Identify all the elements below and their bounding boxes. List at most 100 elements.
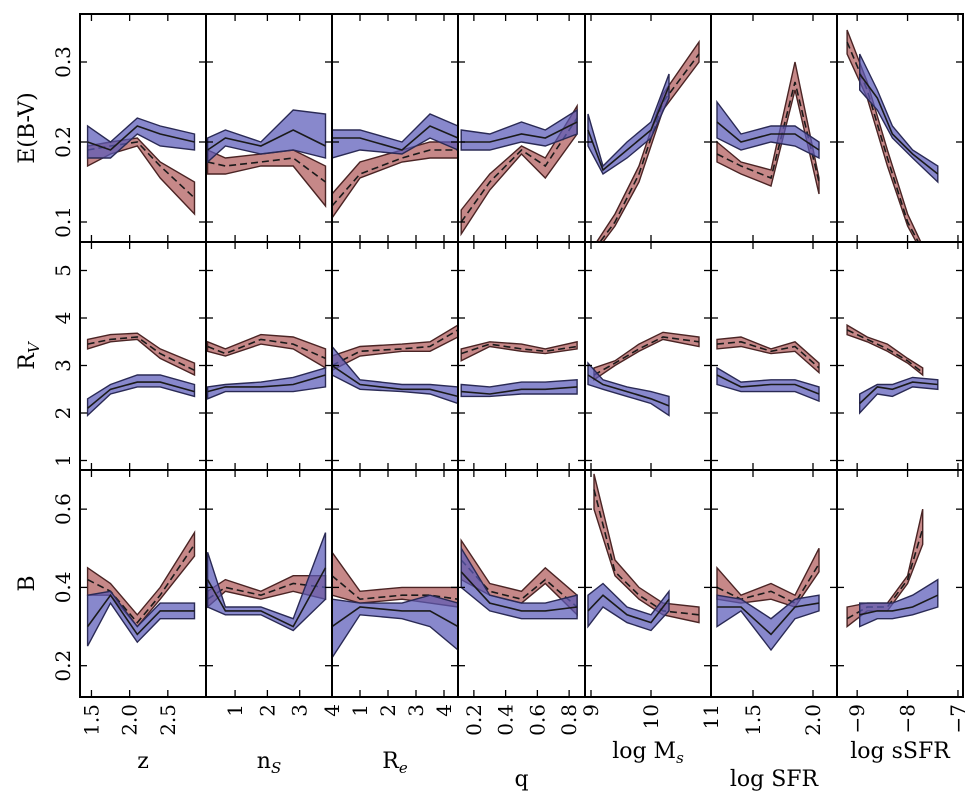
blue-median-line [717, 602, 820, 636]
panel-plot-area [332, 324, 458, 405]
blue-band [859, 376, 939, 415]
blue-band [206, 532, 327, 632]
blue-median-line [587, 594, 670, 624]
blue-median-line [859, 594, 939, 616]
blue-median-line [460, 571, 578, 612]
panel-r2-c3: 0.2 0.4 0.6 0.8 [457, 469, 586, 736]
red-band [716, 61, 820, 195]
blue-median-line [461, 121, 578, 143]
panel-plot-area [846, 29, 939, 242]
y-tick-label: 0.2 [51, 650, 75, 682]
panel-plot-area [206, 532, 327, 632]
y-tick-label: 0.2 [51, 126, 75, 158]
panel-r1-c0: 1 2 3 4 5 [51, 241, 207, 471]
x-tick-label: 2.0 [118, 704, 142, 736]
panel-r1-c5 [710, 241, 838, 471]
panel-plot-area [86, 117, 196, 216]
panel-plot-area [846, 508, 939, 629]
red-median-line [207, 338, 326, 360]
red-band [716, 336, 820, 375]
x-axis-label: z [137, 749, 149, 774]
x-tick-label: 4 [320, 704, 344, 717]
y-tick-label: 0.3 [51, 46, 75, 78]
y-tick-label: 3 [51, 359, 75, 372]
x-tick-label: 0.2 [462, 704, 486, 736]
red-band [206, 333, 327, 370]
x-tick-label: 9 [579, 704, 603, 717]
red-band [206, 148, 327, 208]
panel-frame [836, 13, 964, 243]
y-tick-label: 0.4 [51, 571, 75, 603]
x-tick-label: 3 [404, 704, 428, 717]
x-tick-label: 1.5 [80, 704, 104, 736]
x-axis-label: log Ms [612, 739, 684, 767]
x-axis-label: q [514, 767, 528, 792]
x-tick-label: 11 [699, 704, 723, 729]
red-median-line [599, 53, 700, 242]
y-axis-label-group: RV [15, 340, 43, 370]
y-axis-label: B [15, 575, 40, 591]
panel-plot-area [460, 538, 578, 620]
panel-r1-c4 [584, 241, 712, 471]
panel-r0-c2 [331, 13, 459, 243]
panel-r2-c6: −9 −8 −7 [836, 469, 970, 734]
y-axis-label-group: E(B-V) [15, 92, 40, 164]
panel-plot-area [460, 340, 578, 398]
panel-plot-area [86, 332, 196, 418]
x-tick-label: 4 [432, 704, 456, 717]
red-median-line [332, 575, 458, 601]
panel-plot-area [332, 550, 458, 660]
x-tick-label: 2.0 [801, 704, 825, 736]
x-tick-label: 3 [288, 704, 312, 717]
blue-median-line [859, 381, 938, 405]
panel-r2-c0: 0.2 0.4 0.6 1.5 2.0 2.5 [51, 469, 207, 736]
x-tick-label: 0.4 [494, 704, 518, 736]
blue-band [587, 361, 670, 417]
x-tick-label: 1 [348, 704, 372, 717]
x-tick-label: 2 [255, 704, 279, 717]
red-median-line [87, 543, 196, 624]
y-tick-label: 2 [51, 407, 75, 420]
blue-band [460, 108, 578, 151]
red-band [332, 550, 458, 608]
blue-median-line [207, 129, 326, 151]
red-median-line [593, 489, 700, 616]
panel-r1-c1 [205, 241, 333, 471]
x-tick-label: −7 [946, 704, 970, 733]
panel-plot-area [716, 336, 820, 403]
panel-frame [79, 241, 207, 471]
blue-band [859, 53, 939, 184]
panel-r2-c5: 1.5 2.0 [710, 469, 838, 736]
panel-r0-c5 [710, 13, 838, 243]
red-band [593, 473, 700, 624]
blue-band [859, 578, 939, 628]
y-tick-label: 0.6 [51, 493, 75, 525]
y-axis-label-group: B [15, 575, 40, 591]
blue-band [332, 594, 458, 660]
y-axis-label: E(B-V) [15, 92, 40, 164]
panel-r0-c4 [584, 13, 712, 243]
red-band [846, 323, 924, 377]
blue-median-line [716, 374, 820, 395]
panel-plot-area [332, 113, 458, 220]
blue-median-line [332, 125, 458, 151]
blue-band [86, 374, 196, 418]
x-axis-label: log SFR [730, 767, 820, 792]
panel-r2-c4: 9 10 11 [579, 469, 723, 729]
panel-frame [836, 469, 964, 698]
panel-r0-c3 [457, 13, 586, 243]
panel-r0-c6 [836, 13, 964, 243]
panel-r1-c6 [836, 241, 964, 471]
red-band [460, 340, 578, 362]
panel-r0-c0: 0.1 0.2 0.3 [51, 13, 207, 243]
red-median-line [87, 336, 195, 372]
panel-frame [584, 241, 712, 471]
panel-plot-area [716, 547, 820, 652]
panel-r1-c3 [457, 241, 586, 471]
blue-band [332, 113, 458, 159]
x-tick-label: 1.5 [741, 704, 765, 736]
blue-median-line [87, 381, 195, 409]
panel-frame [457, 241, 586, 471]
blue-band [587, 582, 670, 632]
